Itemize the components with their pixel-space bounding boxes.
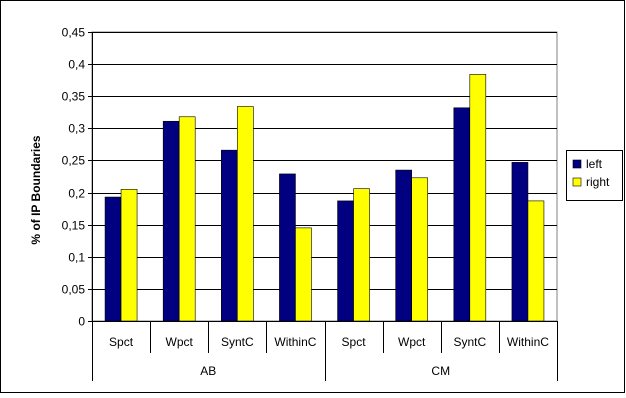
group-label: AB [200,364,216,378]
bar-left [511,162,529,322]
bar-left [453,107,471,322]
legend-label-left: left [586,157,603,171]
y-tick-label: 0,45 [62,26,86,40]
legend-box [566,150,623,201]
x-tick-label: SyntC [221,335,254,349]
bar-left [221,149,238,322]
group-label: CM [431,364,450,378]
x-tick-label: Wpct [166,335,194,349]
plot-area [91,31,558,322]
y-tick-label: 0,05 [62,283,86,297]
x-tick-label: Spct [109,335,134,349]
bar-left [395,169,412,322]
bar-right [411,177,428,322]
y-tick-label: 0,35 [62,90,86,104]
y-tick-label: 0,3 [68,122,85,136]
bar-right [178,116,196,322]
bar-right [237,106,254,322]
x-tick-label: WithinC [507,335,549,349]
legend: left right [566,150,623,201]
bar-left [337,200,354,322]
x-tick-label: WithinC [274,335,316,349]
bar-right [469,74,487,322]
y-tick-label: 0,2 [68,187,85,201]
bar-right [120,189,138,322]
y-tick-label: 0,1 [68,251,85,265]
y-tick-label: 0 [78,315,85,329]
legend-label-right: right [586,175,610,189]
y-tick-label: 0,4 [68,58,85,72]
bar-right [527,200,545,322]
x-tick-label: Spct [342,335,367,349]
bar-right [353,188,370,322]
bar-right [295,227,312,322]
legend-swatch-left [572,159,582,169]
y-tick-label: 0,25 [62,154,86,168]
y-tick-label: 0,15 [62,219,86,233]
bar-left [162,120,180,322]
bar-left [104,196,122,322]
x-tick-label: SyntC [453,335,486,349]
legend-swatch-right [572,177,582,187]
bar-left [279,173,296,322]
x-tick-label: Wpct [398,335,426,349]
y-axis-label: % of IP Boundaries [29,135,43,244]
